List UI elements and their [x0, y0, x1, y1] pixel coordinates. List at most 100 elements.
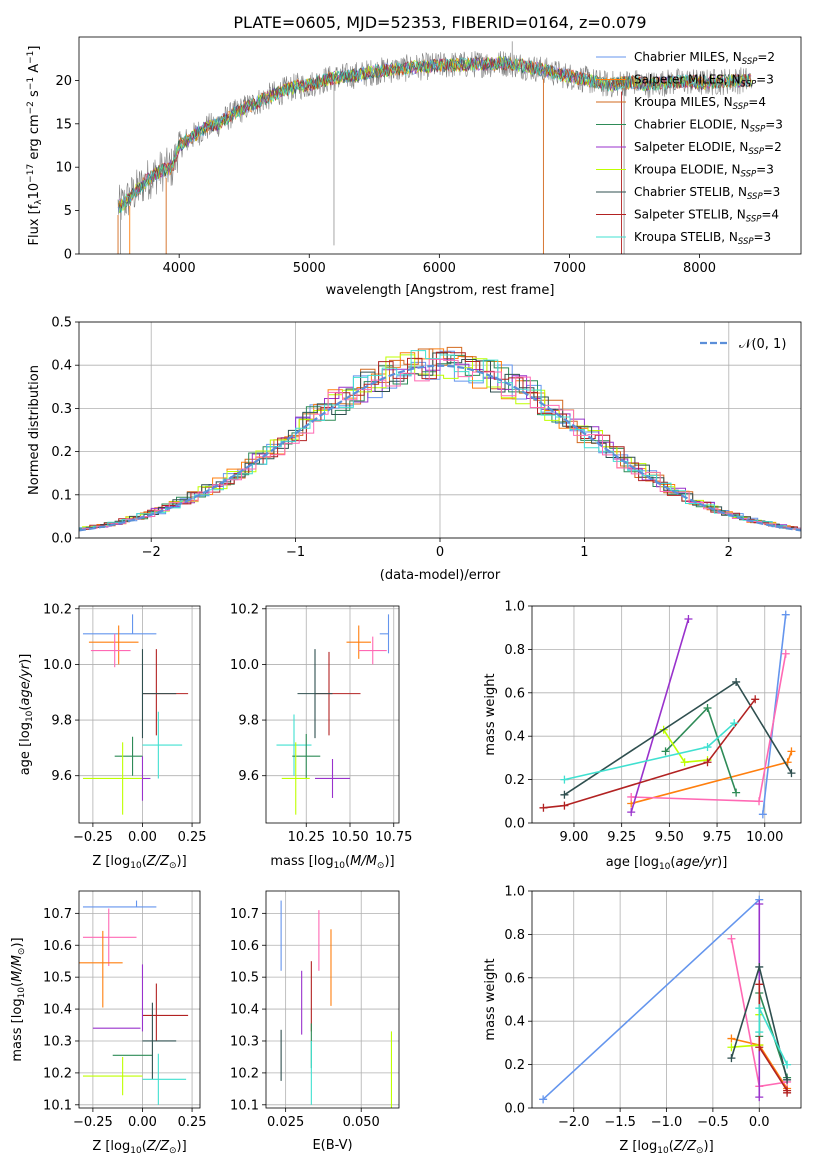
legend-entry-main: Kroupa STELIB, N [634, 230, 738, 244]
x-axis-label: Z [log10(Z/Z⊙)] [92, 854, 186, 871]
x-axis-label-part: ( [670, 855, 675, 870]
weight-marker [727, 934, 736, 943]
x-tick-label: 0.00 [128, 830, 157, 845]
legend-entry-main: Salpeter ELODIE, N [634, 140, 748, 154]
y-tick-label: 10.1 [43, 1098, 72, 1113]
legend-entry-sub: SSP [746, 215, 762, 225]
mass_vs_EBV-axes: 0.025 0.050 10.1 10.2 10.3 10.4 10.5 10.6 10.7 [230, 891, 399, 1130]
y-axis-label-part: age [log [18, 722, 33, 775]
mass_vs_EBV-errorbars [280, 900, 392, 1108]
x-axis-label: Z [log10(Z/Z⊙)] [619, 1139, 713, 1156]
weight-marker [755, 797, 764, 806]
y-tick-label: 9.8 [51, 714, 72, 729]
y-axis-label-part: erg cm [27, 114, 42, 163]
x-axis-label-part: Z [log [92, 854, 130, 869]
weight-marker [751, 695, 760, 704]
x-axis-label-part: )] [177, 854, 187, 869]
x-axis-label-part: 10 [657, 1146, 669, 1156]
histogram-step [79, 358, 801, 531]
y-tick-label: 9.6 [238, 769, 259, 784]
y-tick-label: 15 [55, 117, 72, 132]
age_vs_mass-frame [265, 605, 400, 824]
x-tick-label: 9.50 [655, 830, 684, 845]
x-axis-label: mass [log10(M/M⊙)] [270, 854, 394, 871]
x-axis-label: age [log10(age/yr)] [606, 855, 728, 872]
x-axis-label-part: mass [log [270, 854, 333, 869]
errorbar-point [142, 983, 189, 1041]
y-axis-label: mass weight [483, 673, 498, 755]
spectrum-axes: 4000 5000 6000 7000 8000 0 5 10 15 20 [55, 74, 716, 276]
y-axis-label-part: age/yr [18, 662, 33, 705]
weight-marker [755, 1093, 764, 1102]
x-axis-label-part: ⊙ [169, 861, 177, 871]
errorbar-point [82, 900, 157, 908]
errorbar-point [114, 736, 143, 776]
legend-entry-sub: SSP [733, 102, 749, 112]
x-tick-label: −0.5 [697, 1115, 729, 1130]
x-tick-label: −1 [286, 545, 305, 560]
x-axis-label-part: ( [669, 1139, 674, 1154]
x-axis-label-part: )] [717, 855, 727, 870]
x-tick-label: 0.025 [267, 1115, 304, 1130]
legend-entry-tail: =3 [756, 163, 774, 177]
weight-marker [787, 769, 796, 778]
x-axis-label-part: Z/Z [146, 1139, 170, 1154]
weight-marker [755, 1043, 764, 1052]
weight-marker [781, 610, 790, 619]
weight_vs_Z-frame [531, 890, 802, 1109]
weight-marker [727, 1034, 736, 1043]
errorbar-point [142, 649, 189, 736]
errorbar-point [379, 614, 390, 654]
x-axis-label-part: Z/Z [146, 854, 170, 869]
x-tick-label: −1.0 [651, 1115, 683, 1130]
y-tick-label: 9.8 [238, 714, 259, 729]
weight-marker [539, 1095, 548, 1104]
model-spectrum-line [119, 56, 752, 213]
x-tick-label: 6000 [423, 261, 456, 276]
x-axis-label-part: 10 [334, 861, 346, 871]
y-axis-label-part: −2 [26, 101, 36, 114]
errorbar-point [82, 1056, 143, 1096]
age_vs_Z-errorbars [82, 614, 189, 815]
legend-entry-tail: =3 [765, 118, 783, 132]
mass_vs_EBV-frame [265, 890, 400, 1109]
residual-legend: 𝒩(0, 1) [700, 337, 786, 352]
x-axis-label: (data-model)/error [380, 568, 501, 583]
x-axis-label-part: Z/Z [673, 1139, 697, 1154]
errorbar-point [142, 1002, 177, 1080]
weight-line [631, 653, 787, 803]
y-tick-label: 10.6 [230, 939, 259, 954]
y-tick-label: 0.3 [51, 402, 72, 417]
weight-marker [680, 758, 689, 767]
x-axis-label-part: age [log [606, 855, 659, 870]
legend-entry-main: Chabrier MILES, N [634, 50, 742, 64]
legend-entry: Chabrier MILES, NSSP=2 [634, 50, 775, 67]
y-axis-label-part: 10 [17, 987, 27, 999]
x-tick-label: 0.25 [178, 830, 207, 845]
errorbar-point [346, 625, 371, 659]
errorbar-point [88, 625, 139, 665]
y-axis-label-part: ⊙ [17, 948, 27, 956]
x-tick-label: −2 [142, 545, 161, 560]
residual-histograms [79, 346, 801, 532]
y-tick-label: 10.0 [43, 658, 72, 673]
weight-marker [732, 677, 741, 686]
errorbar-point [79, 930, 123, 1008]
y-tick-label: 5 [64, 204, 72, 219]
normal-reference-line [79, 364, 801, 532]
errorbar-point [82, 908, 137, 966]
x-tick-label: 10.50 [331, 830, 368, 845]
y-tick-label: 10.5 [230, 971, 259, 986]
legend-entry: Salpeter ELODIE, NSSP=2 [634, 140, 782, 157]
x-axis-label-part: 10 [130, 1146, 142, 1156]
y-tick-label: 10.2 [230, 602, 259, 617]
y-tick-label: 20 [55, 74, 72, 89]
mass_vs_Z-frame [78, 890, 201, 1109]
weight-marker [755, 1028, 764, 1037]
y-tick-label: 9.6 [51, 769, 72, 784]
x-tick-label: −0.25 [73, 830, 113, 845]
weight-marker [703, 743, 712, 752]
x-axis-label-part: )] [704, 1139, 714, 1154]
legend-entry-main: Chabrier STELIB, N [634, 185, 747, 199]
